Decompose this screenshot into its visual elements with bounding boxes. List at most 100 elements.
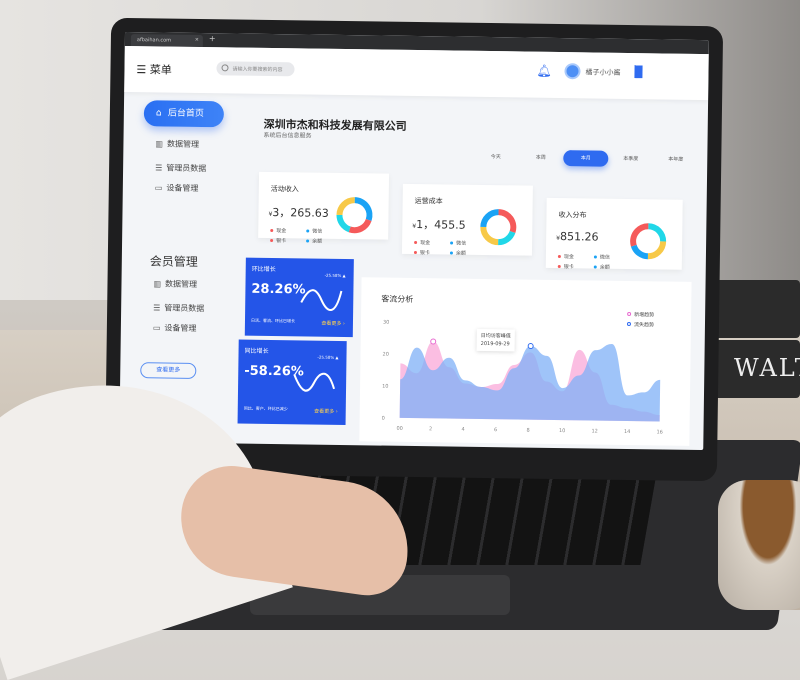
- donut-chart: [480, 209, 517, 246]
- menu-button[interactable]: ☰ 菜单: [136, 61, 172, 77]
- tab-year[interactable]: 本年度: [668, 156, 684, 163]
- legend-label: 余额: [312, 238, 323, 245]
- donut-segment: [498, 209, 517, 233]
- growth-card-mom: 环比增长 -25.58% ▲ 28.26% 日活、客流、环比已增长 查看更多 ›: [244, 257, 354, 338]
- nav-label: 数据管理: [164, 279, 198, 289]
- stat-card: 运营成本 ¥1，455.5 现金 微信 银卡 余额: [401, 183, 533, 258]
- tab-title: afbaihan.com: [136, 37, 172, 44]
- coffee-cup: [718, 480, 800, 610]
- tab-week[interactable]: 本周: [535, 154, 546, 161]
- donut-segment: [630, 223, 649, 247]
- bell-icon[interactable]: 🔔︎: [536, 63, 552, 78]
- stat-label: 收入分布: [558, 211, 587, 220]
- stat-card: 收入分布 ¥851.26 现金 微信银卡 余额: [545, 197, 683, 272]
- amount: 3，265.63: [272, 206, 329, 220]
- menu-icon: ☰: [136, 63, 147, 77]
- stat-label: 活动收入: [270, 184, 299, 194]
- x-tick-label: 16: [656, 429, 662, 435]
- browser-tab[interactable]: afbaihan.com ×: [130, 34, 203, 48]
- chart-icon: ▥: [153, 279, 162, 289]
- growth-label: 同比增长: [244, 347, 269, 355]
- search-input[interactable]: 请输入你要搜索的内容: [216, 61, 295, 77]
- menu-label: 菜单: [149, 63, 172, 77]
- sidebar-item-home[interactable]: ⌂ 后台首页: [143, 100, 225, 128]
- donut-segment: [480, 209, 499, 228]
- y-tick-label: 0: [382, 416, 385, 422]
- close-tab-icon[interactable]: ×: [194, 36, 199, 43]
- donut-segment: [480, 226, 499, 246]
- logout-icon[interactable]: [634, 65, 643, 79]
- growth-more-link[interactable]: 查看更多 ›: [314, 408, 338, 415]
- search-placeholder: 请输入你要搜索的内容: [232, 66, 283, 74]
- nav-label: 数据管理: [166, 139, 200, 149]
- x-tick-label: 00: [396, 426, 402, 432]
- legend-item: 余额: [306, 237, 342, 245]
- x-tick-label: 10: [559, 428, 565, 434]
- tab-quarter[interactable]: 本季度: [623, 155, 639, 163]
- x-tick-label: 2: [429, 426, 432, 432]
- x-tick-label: 6: [494, 427, 497, 433]
- legend-item: 银卡: [557, 263, 594, 271]
- home-icon: ⌂: [155, 108, 162, 119]
- view-more-button[interactable]: 查看更多: [140, 362, 197, 379]
- legend-item: 余额: [449, 250, 486, 258]
- legend-item: 银卡: [413, 249, 450, 257]
- legend-label: 余额: [599, 264, 610, 271]
- stat-value: ¥3，265.63: [268, 204, 329, 221]
- nav-label: 管理员数据: [166, 163, 207, 174]
- tab-month[interactable]: 本月: [563, 150, 609, 167]
- x-tick-label: 14: [624, 429, 630, 435]
- legend-label: 微信: [456, 240, 467, 247]
- top-bar: ☰ 菜单 请输入你要搜索的内容 🔔︎ 橘子小小酱: [124, 45, 709, 101]
- donut-segment: [336, 197, 355, 216]
- y-tick-label: 20: [382, 352, 388, 358]
- sidebar-member-data[interactable]: ▥ 数据管理: [153, 278, 197, 290]
- period-tabs: 今天 本周 本月 本季度 本年度: [473, 149, 698, 168]
- sidebar-item-device[interactable]: ▭ 设备管理: [155, 182, 199, 194]
- avatar[interactable]: [564, 63, 581, 80]
- stat-legend: 现金 微信银卡 余额: [557, 253, 630, 272]
- sidebar-member-admin[interactable]: ☰ 管理员数据: [153, 302, 204, 314]
- section-title: 会员管理: [149, 254, 198, 269]
- page-subtitle: 系统后台信息服务: [263, 131, 312, 140]
- area-series-流失趋势: [399, 343, 661, 422]
- monitor-icon: ▭: [154, 183, 163, 193]
- data-point-marker[interactable]: [430, 338, 437, 345]
- donut-chart: [336, 197, 373, 234]
- legend-label: 微信: [312, 228, 323, 235]
- new-tab-button[interactable]: +: [208, 34, 216, 44]
- list-icon: ☰: [153, 303, 161, 313]
- legend-item: 微信: [593, 254, 630, 262]
- sidebar-item-data[interactable]: ▥ 数据管理: [155, 138, 199, 150]
- growth-note: 日活、客流、环比已增长: [250, 317, 296, 324]
- data-point-marker[interactable]: [527, 343, 534, 350]
- donut-segment: [648, 223, 667, 242]
- legend-label: 银卡: [563, 264, 574, 271]
- username[interactable]: 橘子小小酱: [585, 68, 621, 77]
- book: [710, 280, 800, 338]
- sidebar-item-admin[interactable]: ☰ 管理员数据: [155, 162, 206, 174]
- tab-today[interactable]: 今天: [490, 154, 501, 161]
- legend-label: 现金: [420, 240, 431, 247]
- monitor-icon: ▭: [152, 323, 161, 333]
- legend-item: 现金: [414, 239, 450, 247]
- laptop-display: afbaihan.com × + ☰ 菜单 请输入你要搜索的内容 🔔︎ 橘子小小酱…: [104, 17, 724, 482]
- wave-icon: [293, 372, 336, 392]
- nav-label: 设备管理: [164, 323, 197, 333]
- nav-label: 管理员数据: [164, 303, 205, 314]
- growth-percent: 28.26%: [251, 281, 306, 298]
- stat-card: 活动收入 ¥3，265.63 现金 微信 银卡 余额: [258, 171, 390, 245]
- donut-segment: [354, 197, 373, 221]
- legend-label: 现金: [563, 254, 574, 261]
- amount: 851.26: [559, 230, 599, 244]
- growth-card-yoy: 同比增长 -25.58% ▲ -58.26% 同比、客户、环比已减少 查看更多 …: [237, 339, 347, 426]
- area-chart: 0 10 20 30 00 2 4 6 8 10 12 14 16: [382, 320, 663, 436]
- legend-item: 余额: [593, 264, 630, 272]
- stat-label: 运营成本: [414, 197, 443, 206]
- y-tick-label: 30: [383, 320, 389, 326]
- growth-more-link[interactable]: 查看更多 ›: [321, 320, 345, 328]
- sidebar-member-device[interactable]: ▭ 设备管理: [153, 322, 197, 334]
- donut-segment: [497, 230, 516, 246]
- stat-value: ¥851.26: [556, 230, 599, 244]
- donut-chart: [630, 223, 667, 260]
